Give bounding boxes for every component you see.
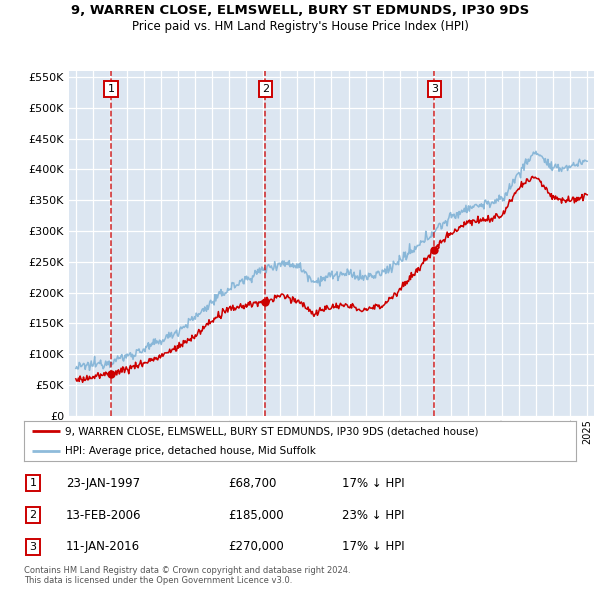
- Text: 3: 3: [29, 542, 37, 552]
- Text: 17% ↓ HPI: 17% ↓ HPI: [342, 540, 404, 553]
- Text: 13-FEB-2006: 13-FEB-2006: [66, 509, 142, 522]
- Text: 11-JAN-2016: 11-JAN-2016: [66, 540, 140, 553]
- Text: £68,700: £68,700: [228, 477, 277, 490]
- Text: 2: 2: [29, 510, 37, 520]
- Text: £185,000: £185,000: [228, 509, 284, 522]
- Text: HPI: Average price, detached house, Mid Suffolk: HPI: Average price, detached house, Mid …: [65, 447, 316, 456]
- Text: 1: 1: [29, 478, 37, 488]
- Text: £270,000: £270,000: [228, 540, 284, 553]
- Text: 1: 1: [107, 84, 115, 94]
- Text: 17% ↓ HPI: 17% ↓ HPI: [342, 477, 404, 490]
- Text: 9, WARREN CLOSE, ELMSWELL, BURY ST EDMUNDS, IP30 9DS (detached house): 9, WARREN CLOSE, ELMSWELL, BURY ST EDMUN…: [65, 427, 479, 436]
- Text: Contains HM Land Registry data © Crown copyright and database right 2024.
This d: Contains HM Land Registry data © Crown c…: [24, 566, 350, 585]
- Text: 23% ↓ HPI: 23% ↓ HPI: [342, 509, 404, 522]
- Text: Price paid vs. HM Land Registry's House Price Index (HPI): Price paid vs. HM Land Registry's House …: [131, 20, 469, 33]
- Text: 9, WARREN CLOSE, ELMSWELL, BURY ST EDMUNDS, IP30 9DS: 9, WARREN CLOSE, ELMSWELL, BURY ST EDMUN…: [71, 4, 529, 17]
- Text: 23-JAN-1997: 23-JAN-1997: [66, 477, 140, 490]
- Text: 2: 2: [262, 84, 269, 94]
- Text: 3: 3: [431, 84, 438, 94]
